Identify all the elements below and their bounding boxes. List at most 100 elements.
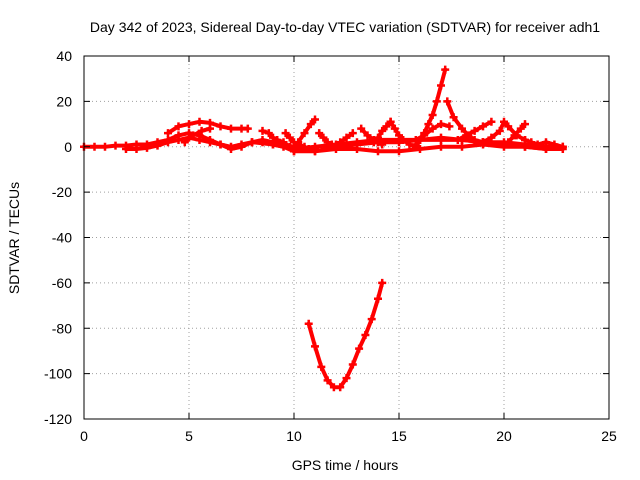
y-tick-label: 40 <box>56 48 72 64</box>
data-point <box>306 120 315 129</box>
data-point <box>445 122 454 131</box>
data-point <box>470 135 479 144</box>
grid-lines <box>84 56 609 419</box>
data-point <box>216 140 225 149</box>
data-point <box>180 138 189 147</box>
data-point <box>399 135 408 144</box>
data-point <box>432 97 441 106</box>
x-tick-label: 20 <box>496 428 512 444</box>
data-point <box>336 138 345 147</box>
x-tick-label: 0 <box>80 428 88 444</box>
data-point <box>315 129 324 138</box>
data-point <box>111 141 120 150</box>
data-point <box>336 383 345 392</box>
data-point <box>495 126 504 135</box>
data-point <box>424 120 433 129</box>
data-point <box>479 122 487 131</box>
data-point <box>487 117 496 126</box>
data-point <box>311 342 319 351</box>
data-point <box>443 97 452 106</box>
data-point <box>353 145 361 154</box>
data-point <box>479 138 487 147</box>
y-tick-label: -80 <box>52 320 72 336</box>
data-point <box>101 142 109 151</box>
data-point <box>395 131 403 140</box>
data-point <box>558 142 567 151</box>
data-point <box>521 142 529 151</box>
data-point <box>411 135 420 144</box>
data-point <box>174 122 183 131</box>
data-series <box>80 65 567 392</box>
data-point <box>197 126 206 135</box>
data-point <box>319 133 328 142</box>
data-point <box>323 138 332 147</box>
y-axis-label: SDTVAR / TECUs <box>6 182 22 294</box>
data-point <box>462 131 471 140</box>
data-point <box>164 129 172 138</box>
data-point <box>122 145 130 154</box>
data-point <box>386 117 395 126</box>
x-tick-label: 10 <box>286 428 302 444</box>
data-point <box>527 138 536 147</box>
data-point <box>258 126 267 135</box>
data-point <box>500 117 508 126</box>
data-point <box>237 140 246 149</box>
data-point <box>206 138 214 147</box>
data-point <box>458 124 466 133</box>
data-point <box>374 133 382 142</box>
data-point <box>189 131 198 140</box>
x-tick-label: 25 <box>601 428 617 444</box>
data-point <box>174 135 183 144</box>
data-point <box>332 142 340 151</box>
data-point <box>550 140 559 149</box>
data-point <box>195 117 204 126</box>
data-point <box>378 126 387 135</box>
data-point <box>327 140 336 149</box>
data-point <box>369 138 378 147</box>
data-point <box>374 294 382 303</box>
data-point <box>378 278 387 287</box>
data-point <box>195 135 204 144</box>
data-point <box>428 110 437 119</box>
data-point <box>269 140 277 149</box>
data-point <box>279 138 288 147</box>
data-point <box>355 344 364 353</box>
data-point <box>374 147 382 156</box>
y-tick-label: -20 <box>52 184 72 200</box>
data-point <box>367 315 376 324</box>
data-point <box>285 142 294 151</box>
x-tick-label: 5 <box>185 428 193 444</box>
chart-title: Day 342 of 2023, Sidereal Day-to-day VTE… <box>90 19 600 35</box>
data-point <box>264 129 273 138</box>
data-point <box>285 133 294 142</box>
data-point <box>348 360 357 369</box>
data-point <box>317 362 326 371</box>
x-tick-label: 15 <box>391 428 407 444</box>
data-point <box>353 138 361 147</box>
series-arc-5-rise <box>182 126 212 145</box>
data-point <box>542 145 550 154</box>
y-tick-label: 0 <box>64 139 72 155</box>
data-point <box>510 131 519 140</box>
y-tick-label: -60 <box>52 275 72 291</box>
data-point <box>521 120 529 129</box>
data-point <box>216 122 225 131</box>
data-point <box>470 126 479 135</box>
data-point <box>382 122 391 131</box>
data-point <box>164 138 172 147</box>
data-point <box>441 65 450 74</box>
data-point <box>227 142 235 151</box>
data-point <box>504 122 513 131</box>
data-point <box>416 145 424 154</box>
data-point <box>300 129 309 138</box>
data-point <box>542 138 550 147</box>
data-point <box>269 133 277 142</box>
data-point <box>516 124 525 133</box>
data-point <box>487 133 496 142</box>
axis-ticks: 0 5 10 15 20 25 -120 -100 -80 -60 -40 -20 0 20 40 <box>44 48 617 444</box>
data-point <box>449 113 458 122</box>
data-point <box>185 120 193 129</box>
data-point <box>311 147 319 156</box>
data-point <box>281 129 290 138</box>
